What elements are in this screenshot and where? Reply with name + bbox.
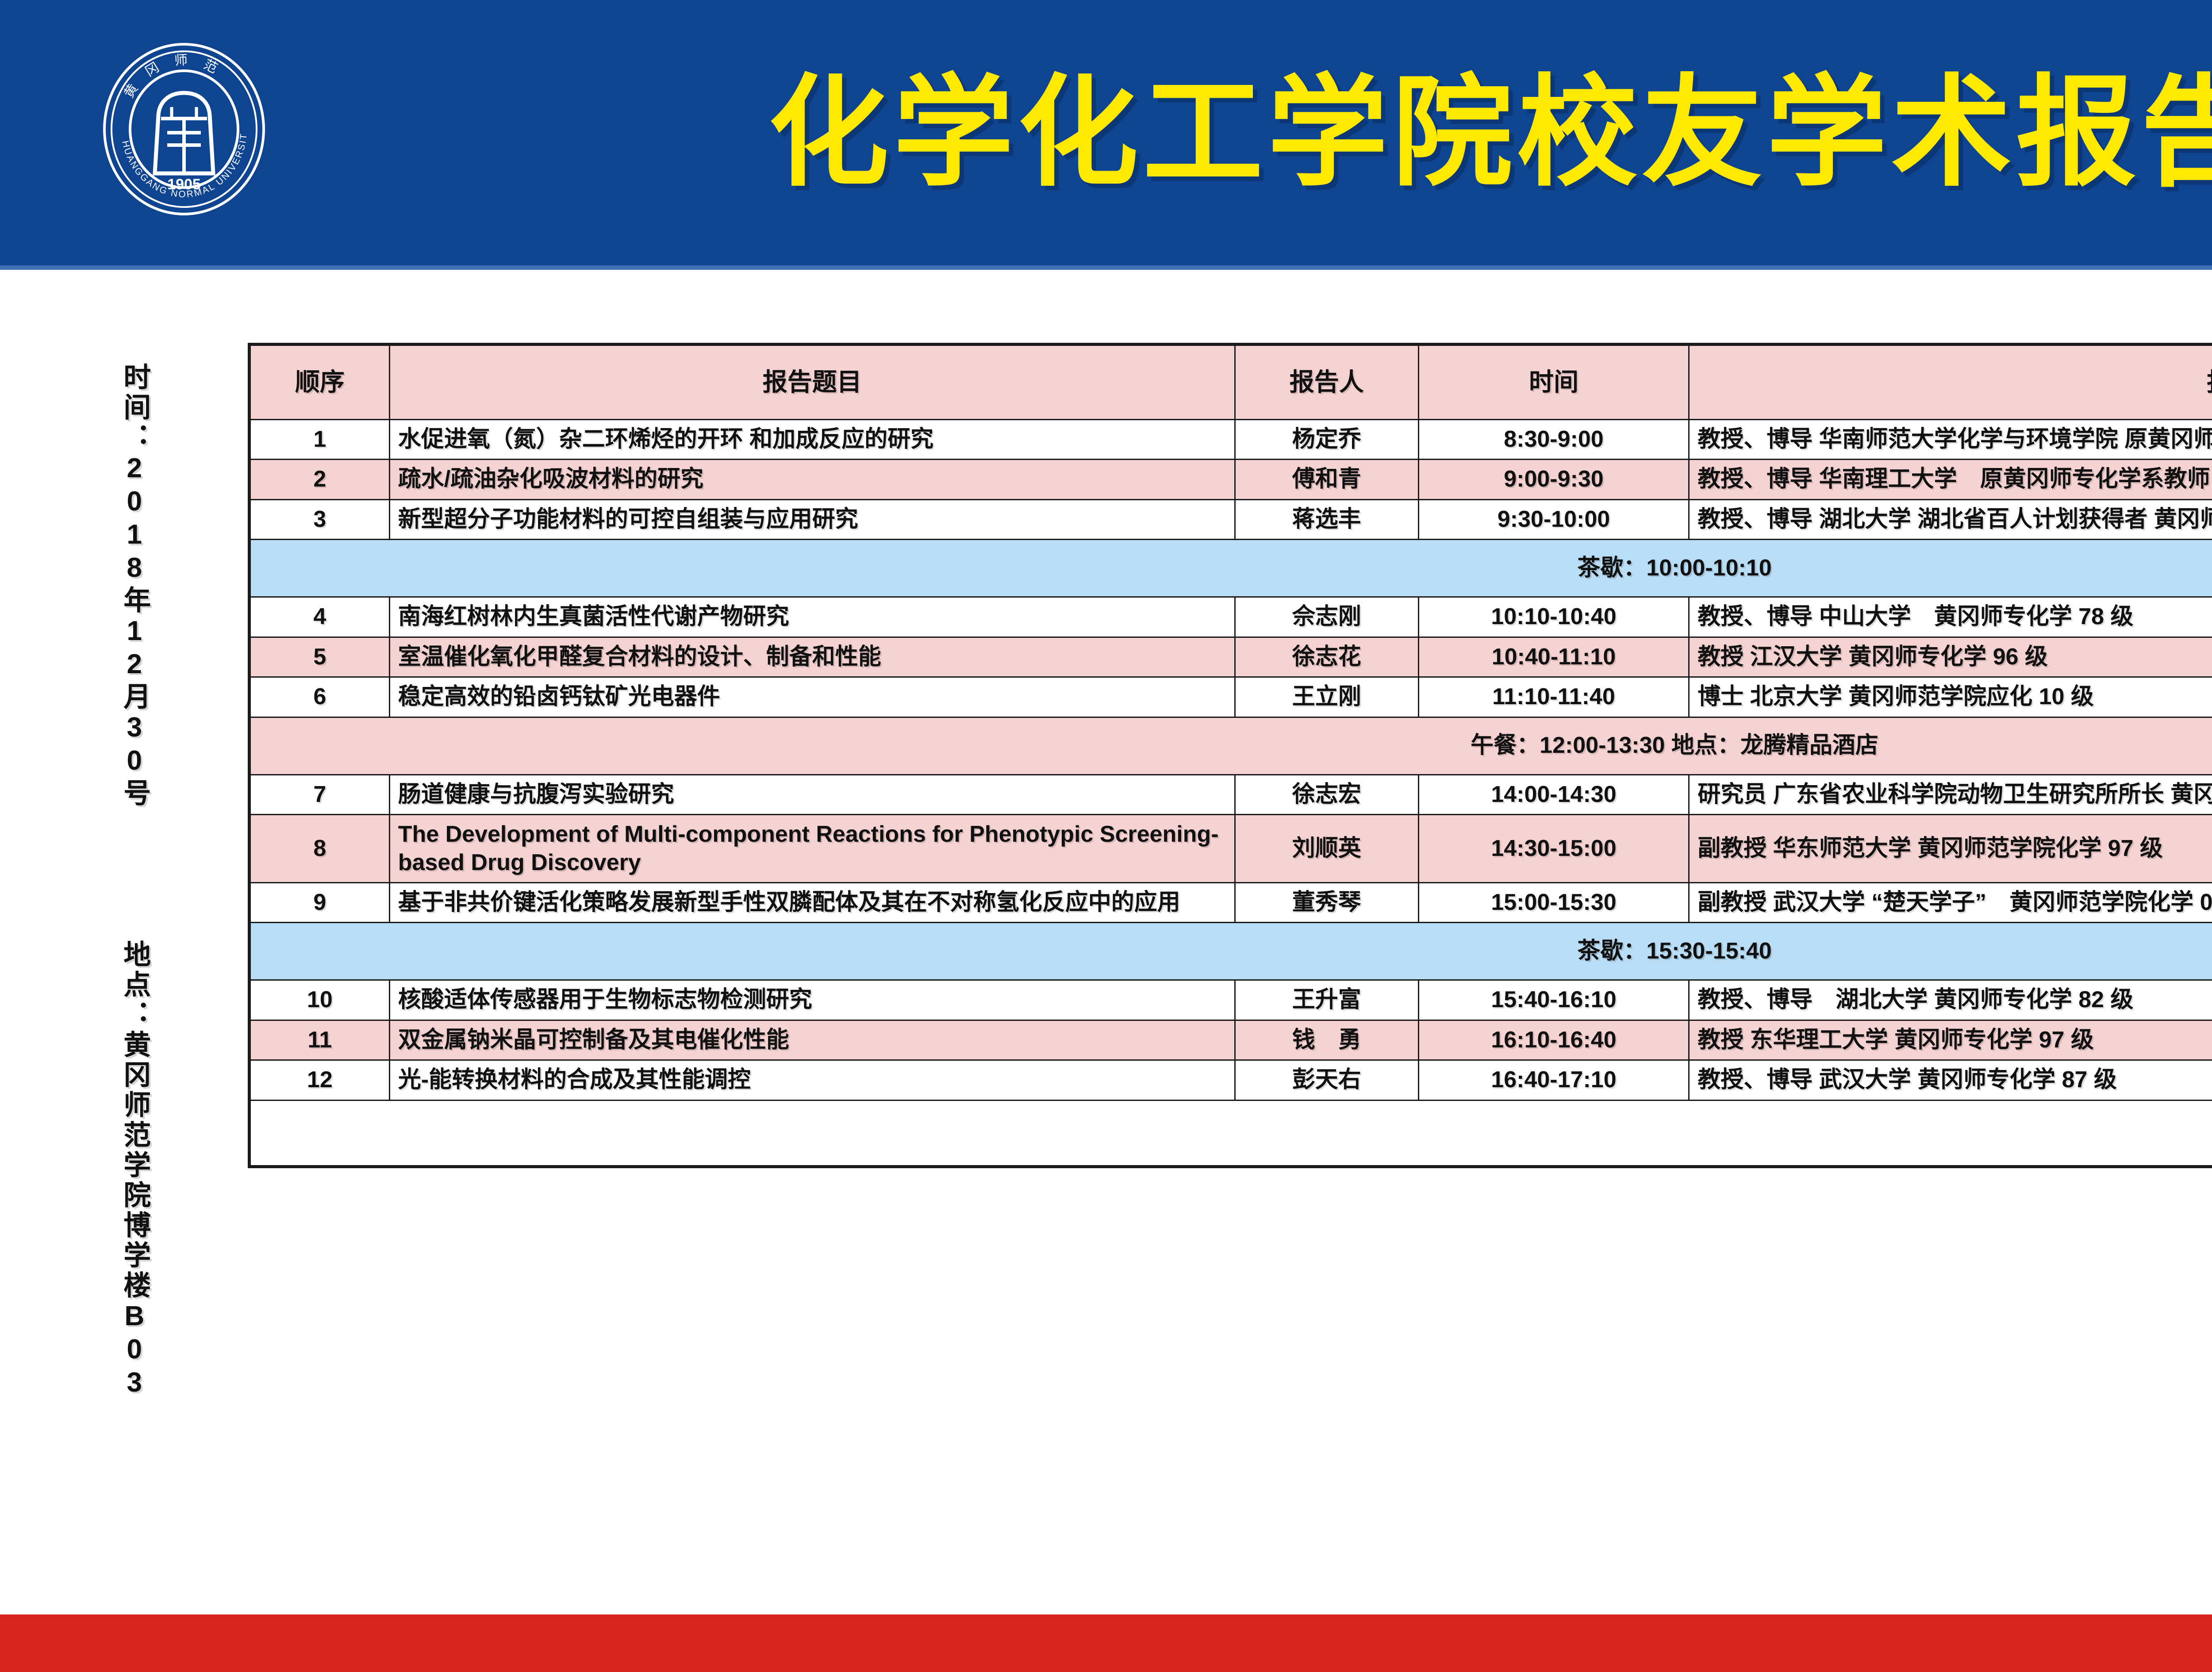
row-time: 11:10-11:40 xyxy=(1417,676,1690,718)
table-row: 4 南海红树林内生真菌活性代谢产物研究 佘志刚 10:10-10:40 教授、博… xyxy=(249,596,2212,638)
row-title: 疏水/疏油杂化吸波材料的研究 xyxy=(388,459,1236,500)
header-underline xyxy=(0,265,2212,270)
row-no: 8 xyxy=(249,814,390,883)
table-row: 6 稳定高效的铅卤钙钛矿光电器件 王立刚 11:10-11:40 博士 北京大学… xyxy=(249,676,2212,718)
table-row: 7 肠道健康与抗腹泻实验研究 徐志宏 14:00-14:30 研究员 广东省农业… xyxy=(249,774,2212,816)
row-speaker: 彭天右 xyxy=(1234,1059,1419,1101)
row-time: 14:30-15:00 xyxy=(1417,814,1690,883)
row-no: 12 xyxy=(249,1059,390,1101)
row-bio: 博士 北京大学 黄冈师范学院应化 10 级 xyxy=(1688,676,2212,718)
col-header-speaker: 报告人 xyxy=(1234,344,1419,420)
row-time: 15:40-16:10 xyxy=(1417,979,1690,1021)
table-row: 9 基于非共价键活化策略发展新型手性双膦配体及其在不对称氢化反应中的应用 董秀琴… xyxy=(249,882,2212,924)
row-speaker: 钱 勇 xyxy=(1234,1019,1419,1061)
row-bio: 教授、博导 武汉大学 黄冈师专化学 87 级 xyxy=(1688,1059,2212,1101)
row-speaker: 傅和青 xyxy=(1234,459,1419,500)
table-row: 3 新型超分子功能材料的可控自组装与应用研究 蒋选丰 9:30-10:00 教授… xyxy=(249,499,2212,541)
row-no: 2 xyxy=(249,459,390,500)
col-header-time: 时间 xyxy=(1417,344,1690,420)
bottom-red-bar xyxy=(0,1614,2212,1672)
row-title: 稳定高效的铅卤钙钛矿光电器件 xyxy=(388,676,1236,718)
row-speaker: 徐志花 xyxy=(1234,636,1419,678)
row-bio: 教授、博导 华南师范大学化学与环境学院 原黄冈师专化学系教师 xyxy=(1688,418,2212,460)
row-time: 14:00-14:30 xyxy=(1417,774,1690,816)
col-header-bio: 报告人简介 xyxy=(1688,344,2212,420)
row-no: 4 xyxy=(249,596,390,638)
row-title: 光-能转换材料的合成及其性能调控 xyxy=(388,1059,1236,1101)
tea-break-row: 茶歇：10:00-10:10 xyxy=(249,539,2212,598)
row-no: 6 xyxy=(249,676,390,718)
col-header-no: 顺序 xyxy=(249,344,390,420)
row-bio: 教授、博导 湖北大学 湖北省百人计划获得者 黄冈师范学院化学 06 级 xyxy=(1688,499,2212,541)
row-time: 9:00-9:30 xyxy=(1417,459,1690,500)
schedule-table-wrap: 顺序 报告题目 报告人 时间 报告人简介 主持人 1 水促进氧（氮）杂二环烯烃的… xyxy=(248,343,2212,1168)
table-row: 10 核酸适体传感器用于生物标志物检测研究 王升富 15:40-16:10 教授… xyxy=(249,979,2212,1021)
row-no: 7 xyxy=(249,774,390,816)
lunch-row: 午餐：12:00-13:30 地点：龙腾精品酒店 xyxy=(249,716,2212,775)
row-bio: 教授、博导 湖北大学 黄冈师专化学 82 级 xyxy=(1688,979,2212,1021)
table-row: 11 双金属钠米晶可控制备及其电催化性能 钱 勇 16:10-16:40 教授 … xyxy=(249,1019,2212,1061)
row-time: 16:40-17:10 xyxy=(1417,1059,1690,1101)
university-seal-icon: 1905 黄 冈 师 范 HUANGGANG NORMAL UNIVERSITY xyxy=(97,33,267,218)
row-no: 10 xyxy=(249,979,390,1021)
row-title: 双金属钠米晶可控制备及其电催化性能 xyxy=(388,1019,1236,1061)
row-bio: 教授 江汉大学 黄冈师专化学 96 级 xyxy=(1688,636,2212,678)
row-time: 10:10-10:40 xyxy=(1417,596,1690,638)
col-header-title: 报告题目 xyxy=(388,344,1236,420)
page-title: 化学化工学院校友学术报告会 xyxy=(768,65,2212,200)
row-title: 肠道健康与抗腹泻实验研究 xyxy=(388,774,1236,816)
row-no: 5 xyxy=(249,636,390,678)
row-time: 10:40-11:10 xyxy=(1417,636,1690,678)
row-no: 3 xyxy=(249,499,390,541)
row-speaker: 刘顺英 xyxy=(1234,814,1419,883)
row-title: 新型超分子功能材料的可控自组装与应用研究 xyxy=(388,499,1236,541)
row-speaker: 蒋选丰 xyxy=(1234,499,1419,541)
row-bio: 教授、博导 中山大学 黄冈师专化学 78 级 xyxy=(1688,596,2212,638)
table-header-row: 顺序 报告题目 报告人 时间 报告人简介 主持人 xyxy=(249,344,2212,420)
row-no: 9 xyxy=(249,882,390,924)
row-speaker: 董秀琴 xyxy=(1234,882,1419,924)
row-title: The Development of Multi-component React… xyxy=(388,814,1236,883)
row-speaker: 徐志宏 xyxy=(1234,774,1419,816)
table-tail-row xyxy=(249,1099,2212,1167)
row-bio: 副教授 武汉大学 “楚天学子” 黄冈师范学院化学 03 级 xyxy=(1688,882,2212,924)
row-title: 基于非共价键活化策略发展新型手性双膦配体及其在不对称氢化反应中的应用 xyxy=(388,882,1236,924)
row-no: 1 xyxy=(249,418,390,460)
row-bio: 副教授 华东师范大学 黄冈师范学院化学 97 级 xyxy=(1688,814,2212,883)
svg-text:1905: 1905 xyxy=(167,176,201,193)
row-speaker: 杨定乔 xyxy=(1234,418,1419,460)
tea-break-2-text: 茶歇：15:30-15:40 xyxy=(249,922,2212,981)
tea-break-1-text: 茶歇：10:00-10:10 xyxy=(249,539,2212,598)
row-time: 9:30-10:00 xyxy=(1417,499,1690,541)
row-time: 15:00-15:30 xyxy=(1417,882,1690,924)
table-row: 5 室温催化氧化甲醛复合材料的设计、制备和性能 徐志花 10:40-11:10 … xyxy=(249,636,2212,678)
row-title: 室温催化氧化甲醛复合材料的设计、制备和性能 xyxy=(388,636,1236,678)
header-band: 1905 黄 冈 师 范 HUANGGANG NORMAL UNIVERSITY… xyxy=(0,0,2212,265)
row-title: 水促进氧（氮）杂二环烯烃的开环 和加成反应的研究 xyxy=(388,418,1236,460)
event-time-label: 时间：2018年12月30号 xyxy=(119,363,150,809)
lunch-text: 午餐：12:00-13:30 地点：龙腾精品酒店 xyxy=(249,716,2212,775)
schedule-table: 顺序 报告题目 报告人 时间 报告人简介 主持人 1 水促进氧（氮）杂二环烯烃的… xyxy=(248,343,2212,1168)
row-speaker: 王升富 xyxy=(1234,979,1419,1021)
row-speaker: 王立刚 xyxy=(1234,676,1419,718)
row-title: 南海红树林内生真菌活性代谢产物研究 xyxy=(388,596,1236,638)
table-row: 1 水促进氧（氮）杂二环烯烃的开环 和加成反应的研究 杨定乔 8:30-9:00… xyxy=(249,418,2212,460)
row-no: 11 xyxy=(249,1019,390,1061)
table-row: 2 疏水/疏油杂化吸波材料的研究 傅和青 9:00-9:30 教授、博导 华南理… xyxy=(249,459,2212,500)
row-time: 16:10-16:40 xyxy=(1417,1019,1690,1061)
row-title: 核酸适体传感器用于生物标志物检测研究 xyxy=(388,979,1236,1021)
row-time: 8:30-9:00 xyxy=(1417,418,1690,460)
event-place-label: 地点：黄冈师范学院博学楼B03 xyxy=(119,940,150,1400)
row-bio: 教授 东华理工大学 黄冈师专化学 97 级 xyxy=(1688,1019,2212,1061)
table-tail-cell xyxy=(249,1099,2212,1167)
table-row: 8 The Development of Multi-component Rea… xyxy=(249,814,2212,883)
table-row: 12 光-能转换材料的合成及其性能调控 彭天右 16:40-17:10 教授、博… xyxy=(249,1059,2212,1101)
row-bio: 研究员 广东省农业科学院动物卫生研究所所长 黄冈师专化学 84 级 xyxy=(1688,774,2212,816)
row-speaker: 佘志刚 xyxy=(1234,596,1419,638)
row-bio: 教授、博导 华南理工大学 原黄冈师专化学系教师 xyxy=(1688,459,2212,500)
tea-break-row: 茶歇：15:30-15:40 xyxy=(249,922,2212,981)
